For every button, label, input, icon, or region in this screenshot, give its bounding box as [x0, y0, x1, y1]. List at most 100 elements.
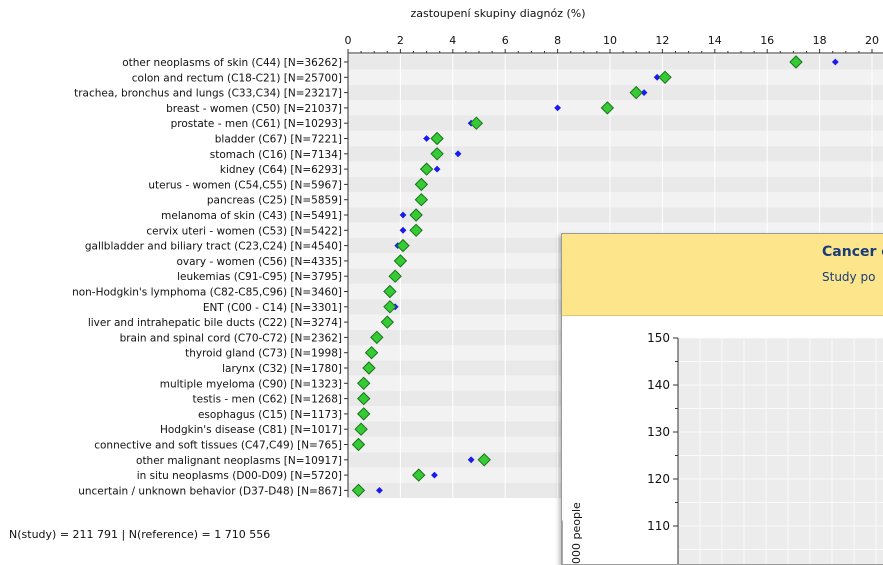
study-point — [351, 437, 366, 452]
study-point — [414, 177, 429, 192]
x-tick-label: 4 — [449, 34, 456, 47]
category-label: larynx (C32) [N=1780] — [222, 363, 342, 375]
category-label: testis - men (C62) [N=1268] — [193, 394, 343, 406]
x-tick-label: 6 — [502, 34, 509, 47]
reference-point — [454, 150, 462, 158]
row-band — [348, 161, 883, 177]
popup-y-axis-label: 000 people — [570, 502, 583, 564]
category-label: trachea, bronchus and lungs (C33,C34) [N… — [74, 88, 342, 100]
row-band — [348, 115, 883, 131]
study-point — [357, 391, 371, 406]
popup-title: Cancer e — [822, 244, 883, 260]
row-band — [348, 146, 883, 162]
popup-y-tick-label: 120 — [647, 472, 670, 486]
category-label: uncertain / unknown behavior (D37-D48) [… — [78, 485, 342, 497]
reference-point — [467, 456, 475, 464]
reference-point — [653, 73, 661, 81]
category-label: gallbladder and biliary tract (C23,C24) … — [85, 241, 342, 253]
study-point — [357, 407, 371, 421]
category-label: colon and rectum (C18-C21) [N=25700] — [132, 72, 342, 84]
study-point — [600, 101, 615, 115]
category-label: liver and intrahepatic bile ducts (C22) … — [88, 317, 342, 329]
study-point — [412, 468, 426, 482]
popup-chart: 150 140 130 120 110 000 people — [562, 331, 883, 564]
study-point — [370, 330, 384, 345]
study-point — [383, 300, 397, 314]
study-point — [477, 453, 491, 467]
reference-point — [831, 58, 839, 66]
category-label: thyroid gland (C73) [N=1998] — [185, 348, 342, 360]
category-label: melanoma of skin (C43) [N=5491] — [161, 210, 342, 222]
row-band — [348, 207, 883, 223]
row-band — [348, 84, 883, 101]
x-tick-label: 2 — [397, 34, 404, 47]
category-label: kidney (C64) [N=6293] — [220, 164, 342, 176]
x-tick-label: 10 — [603, 34, 617, 47]
x-tick-label: 14 — [708, 34, 722, 47]
popup-plot-area — [678, 338, 883, 564]
study-point — [658, 70, 672, 85]
study-point — [388, 269, 402, 283]
study-point — [393, 254, 408, 268]
popup-chart-grid — [562, 337, 883, 564]
study-point — [383, 284, 397, 299]
study-point — [396, 238, 410, 253]
reference-point — [554, 104, 561, 112]
reference-point — [399, 226, 407, 234]
category-label: non-Hodgkin's lymphoma (C82-C85,C96) [N=… — [72, 287, 342, 299]
category-label: ovary - women (C56) [N=4335] — [176, 256, 342, 268]
category-label: breast - women (C50) [N=21037] — [166, 103, 342, 115]
category-label: other neoplasms of skin (C44) [N=36262] — [122, 57, 342, 69]
row-band — [348, 100, 883, 116]
study-point — [354, 422, 368, 436]
category-label: bladder (C67) [N=7221] — [215, 134, 342, 146]
popup-subtitle: Study po — [822, 270, 876, 284]
category-label: multiple myeloma (C90) [N=1323] — [160, 378, 342, 390]
reference-point — [376, 487, 383, 494]
row-band — [348, 69, 883, 85]
reference-point — [399, 211, 407, 219]
category-label: brain and spinal cord (C70-C72) [N=2362] — [120, 332, 342, 344]
x-tick-label: 20 — [865, 34, 879, 47]
study-point — [380, 315, 395, 329]
x-tick-label: 8 — [554, 34, 561, 47]
popup-header: Cancer e Study po — [562, 234, 883, 316]
x-tick-label: 0 — [345, 34, 352, 47]
study-point — [351, 483, 366, 498]
row-band — [348, 54, 883, 70]
study-point — [357, 376, 371, 391]
category-label: ENT (C00 - C14) [N=3301] — [203, 302, 342, 314]
category-label: cervix uteri - women (C53) [N=5422] — [146, 225, 342, 237]
popup-y-tick-label: 140 — [647, 378, 670, 392]
study-point — [414, 192, 429, 207]
study-point — [364, 345, 379, 360]
reference-point — [433, 165, 441, 173]
cancer-epidemiology-popup[interactable]: Cancer e Study po 150 140 130 120 110 000 pe… — [561, 233, 883, 565]
category-label: in situ neoplasms (D00-D09) [N=5720] — [137, 470, 342, 482]
x-tick-label: 12 — [655, 34, 669, 47]
category-label: prostate - men (C61) [N=10293] — [171, 118, 342, 130]
category-label: esophagus (C15) [N=1173] — [198, 409, 342, 421]
popup-y-axis: 150 140 130 120 110 — [647, 331, 679, 564]
data-points — [351, 55, 839, 498]
category-labels: other neoplasms of skin (C44) [N=36262] c… — [72, 57, 348, 497]
study-point — [469, 116, 484, 130]
category-label: uterus - women (C54,C55) [N=5967] — [148, 179, 342, 191]
category-label: leukemias (C91-C95) [N=3795] — [177, 271, 342, 283]
popup-y-tick-label: 150 — [647, 331, 670, 345]
study-point — [789, 55, 803, 69]
x-axis: 0 2 4 6 8 10 12 14 16 18 20 — [345, 34, 879, 53]
study-point — [430, 131, 444, 146]
study-point — [629, 85, 643, 100]
study-point — [409, 223, 423, 238]
reference-point — [431, 471, 438, 479]
row-band — [348, 192, 883, 208]
reference-point — [640, 89, 648, 96]
x-tick-label: 18 — [813, 34, 827, 47]
x-tick-label: 16 — [760, 34, 774, 47]
reference-point — [423, 135, 430, 142]
row-band — [348, 176, 883, 193]
summary-footer: N(study) = 211 791 | N(reference) = 1 71… — [9, 528, 270, 541]
popup-y-tick-label: 110 — [647, 519, 670, 533]
row-band — [348, 130, 883, 147]
